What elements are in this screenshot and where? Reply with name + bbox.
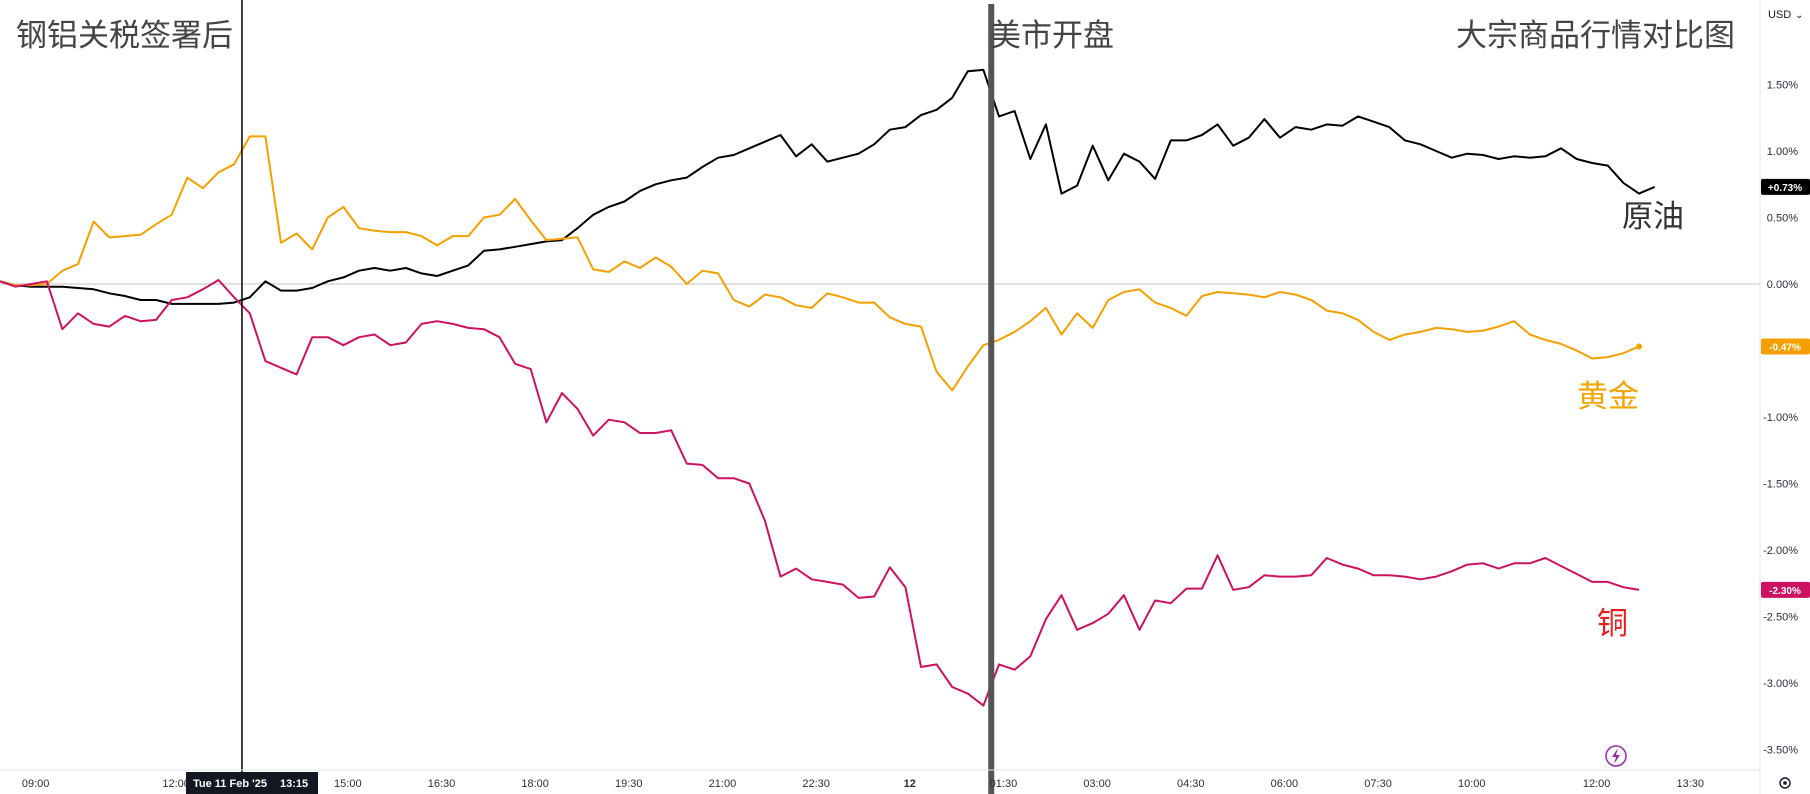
x-tick-label: 22:30: [802, 778, 830, 790]
chevron-down-icon: ⌄: [1795, 10, 1803, 21]
crosshair-time-label: Tue 11 Feb '25 13:15: [186, 772, 318, 794]
y-tick-label: -3.50%: [1763, 745, 1798, 757]
time-scale[interactable]: 09:00 12:00 15:00 16:30 18:00 19:30 21:00 22:30…: [22, 778, 1704, 790]
x-tick-label: 01:30: [990, 778, 1018, 790]
x-tick-label: 15:00: [334, 778, 362, 790]
x-tick-label: 18:00: [521, 778, 549, 790]
event-lines: [241, 0, 995, 794]
gear-icon[interactable]: [1779, 777, 1791, 789]
last-value-tag: +0.73%: [1768, 183, 1802, 194]
y-tick-label: 1.00%: [1767, 146, 1798, 158]
x-tick-label: 10:00: [1458, 778, 1486, 790]
y-tick-label: 0.50%: [1767, 213, 1798, 225]
series-line-3: [0, 279, 1640, 707]
lightning-icon[interactable]: [1605, 745, 1627, 767]
series-line-2: [0, 135, 1640, 392]
y-tick-label: 1.50%: [1767, 80, 1798, 92]
crosshair-date: Tue 11 Feb '25: [193, 778, 267, 790]
series-label-copper: 铜: [1597, 606, 1628, 642]
series-layer: [0, 68, 1656, 707]
x-tick-label: 13:30: [1677, 778, 1705, 790]
last-value-tag: -0.47%: [1769, 343, 1801, 354]
x-tick-label: 12:00: [162, 778, 190, 790]
last-value-tag-bg: [1761, 338, 1810, 355]
x-tick-label: 19:30: [615, 778, 643, 790]
currency-label: USD: [1768, 9, 1791, 21]
series-label-gold: 黄金: [1577, 379, 1639, 415]
last-value-tags: +0.73% -0.47% -2.30%: [1761, 178, 1810, 598]
chart-title: 大宗商品行情对比图: [1456, 18, 1735, 54]
x-tick-label: 21:00: [709, 778, 737, 790]
y-tick-label: -2.50%: [1763, 612, 1798, 624]
tariff-annotation: 钢铝关税签署后: [16, 18, 233, 54]
y-tick-label: -3.00%: [1763, 678, 1798, 690]
y-tick-label: -1.50%: [1763, 479, 1798, 491]
y-tick-label: 0.00%: [1767, 279, 1798, 291]
crosshair-time: 13:15: [280, 778, 308, 790]
series-label-crude: 原油: [1622, 199, 1684, 235]
series-line-1: [0, 68, 1656, 305]
last-value-tag: -2.30%: [1769, 586, 1801, 597]
x-tick-label: 06:00: [1271, 778, 1299, 790]
x-tick-label: 07:30: [1364, 778, 1392, 790]
x-tick-label: 12: [904, 778, 916, 790]
gold-last-point: [1636, 343, 1643, 350]
price-scale[interactable]: 1.50% 1.00% 0.50% 0.00% -1.00% -1.50% -2.00% -2…: [1763, 80, 1798, 757]
x-tick-label: 09:00: [22, 778, 50, 790]
y-tick-label: -2.00%: [1763, 545, 1798, 557]
x-tick-label: 03:00: [1083, 778, 1111, 790]
last-value-tag-bg: [1761, 581, 1810, 598]
y-tick-label: -1.00%: [1763, 412, 1798, 424]
crosshair-label-bg: [186, 772, 318, 794]
x-tick-label: 16:30: [428, 778, 456, 790]
x-tick-label: 12:00: [1583, 778, 1611, 790]
x-tick-label: 04:30: [1177, 778, 1205, 790]
last-value-tag-bg: [1761, 178, 1810, 195]
currency-selector[interactable]: USD ⌄: [1768, 9, 1803, 21]
us-open-annotation: 美市开盘: [990, 18, 1114, 54]
